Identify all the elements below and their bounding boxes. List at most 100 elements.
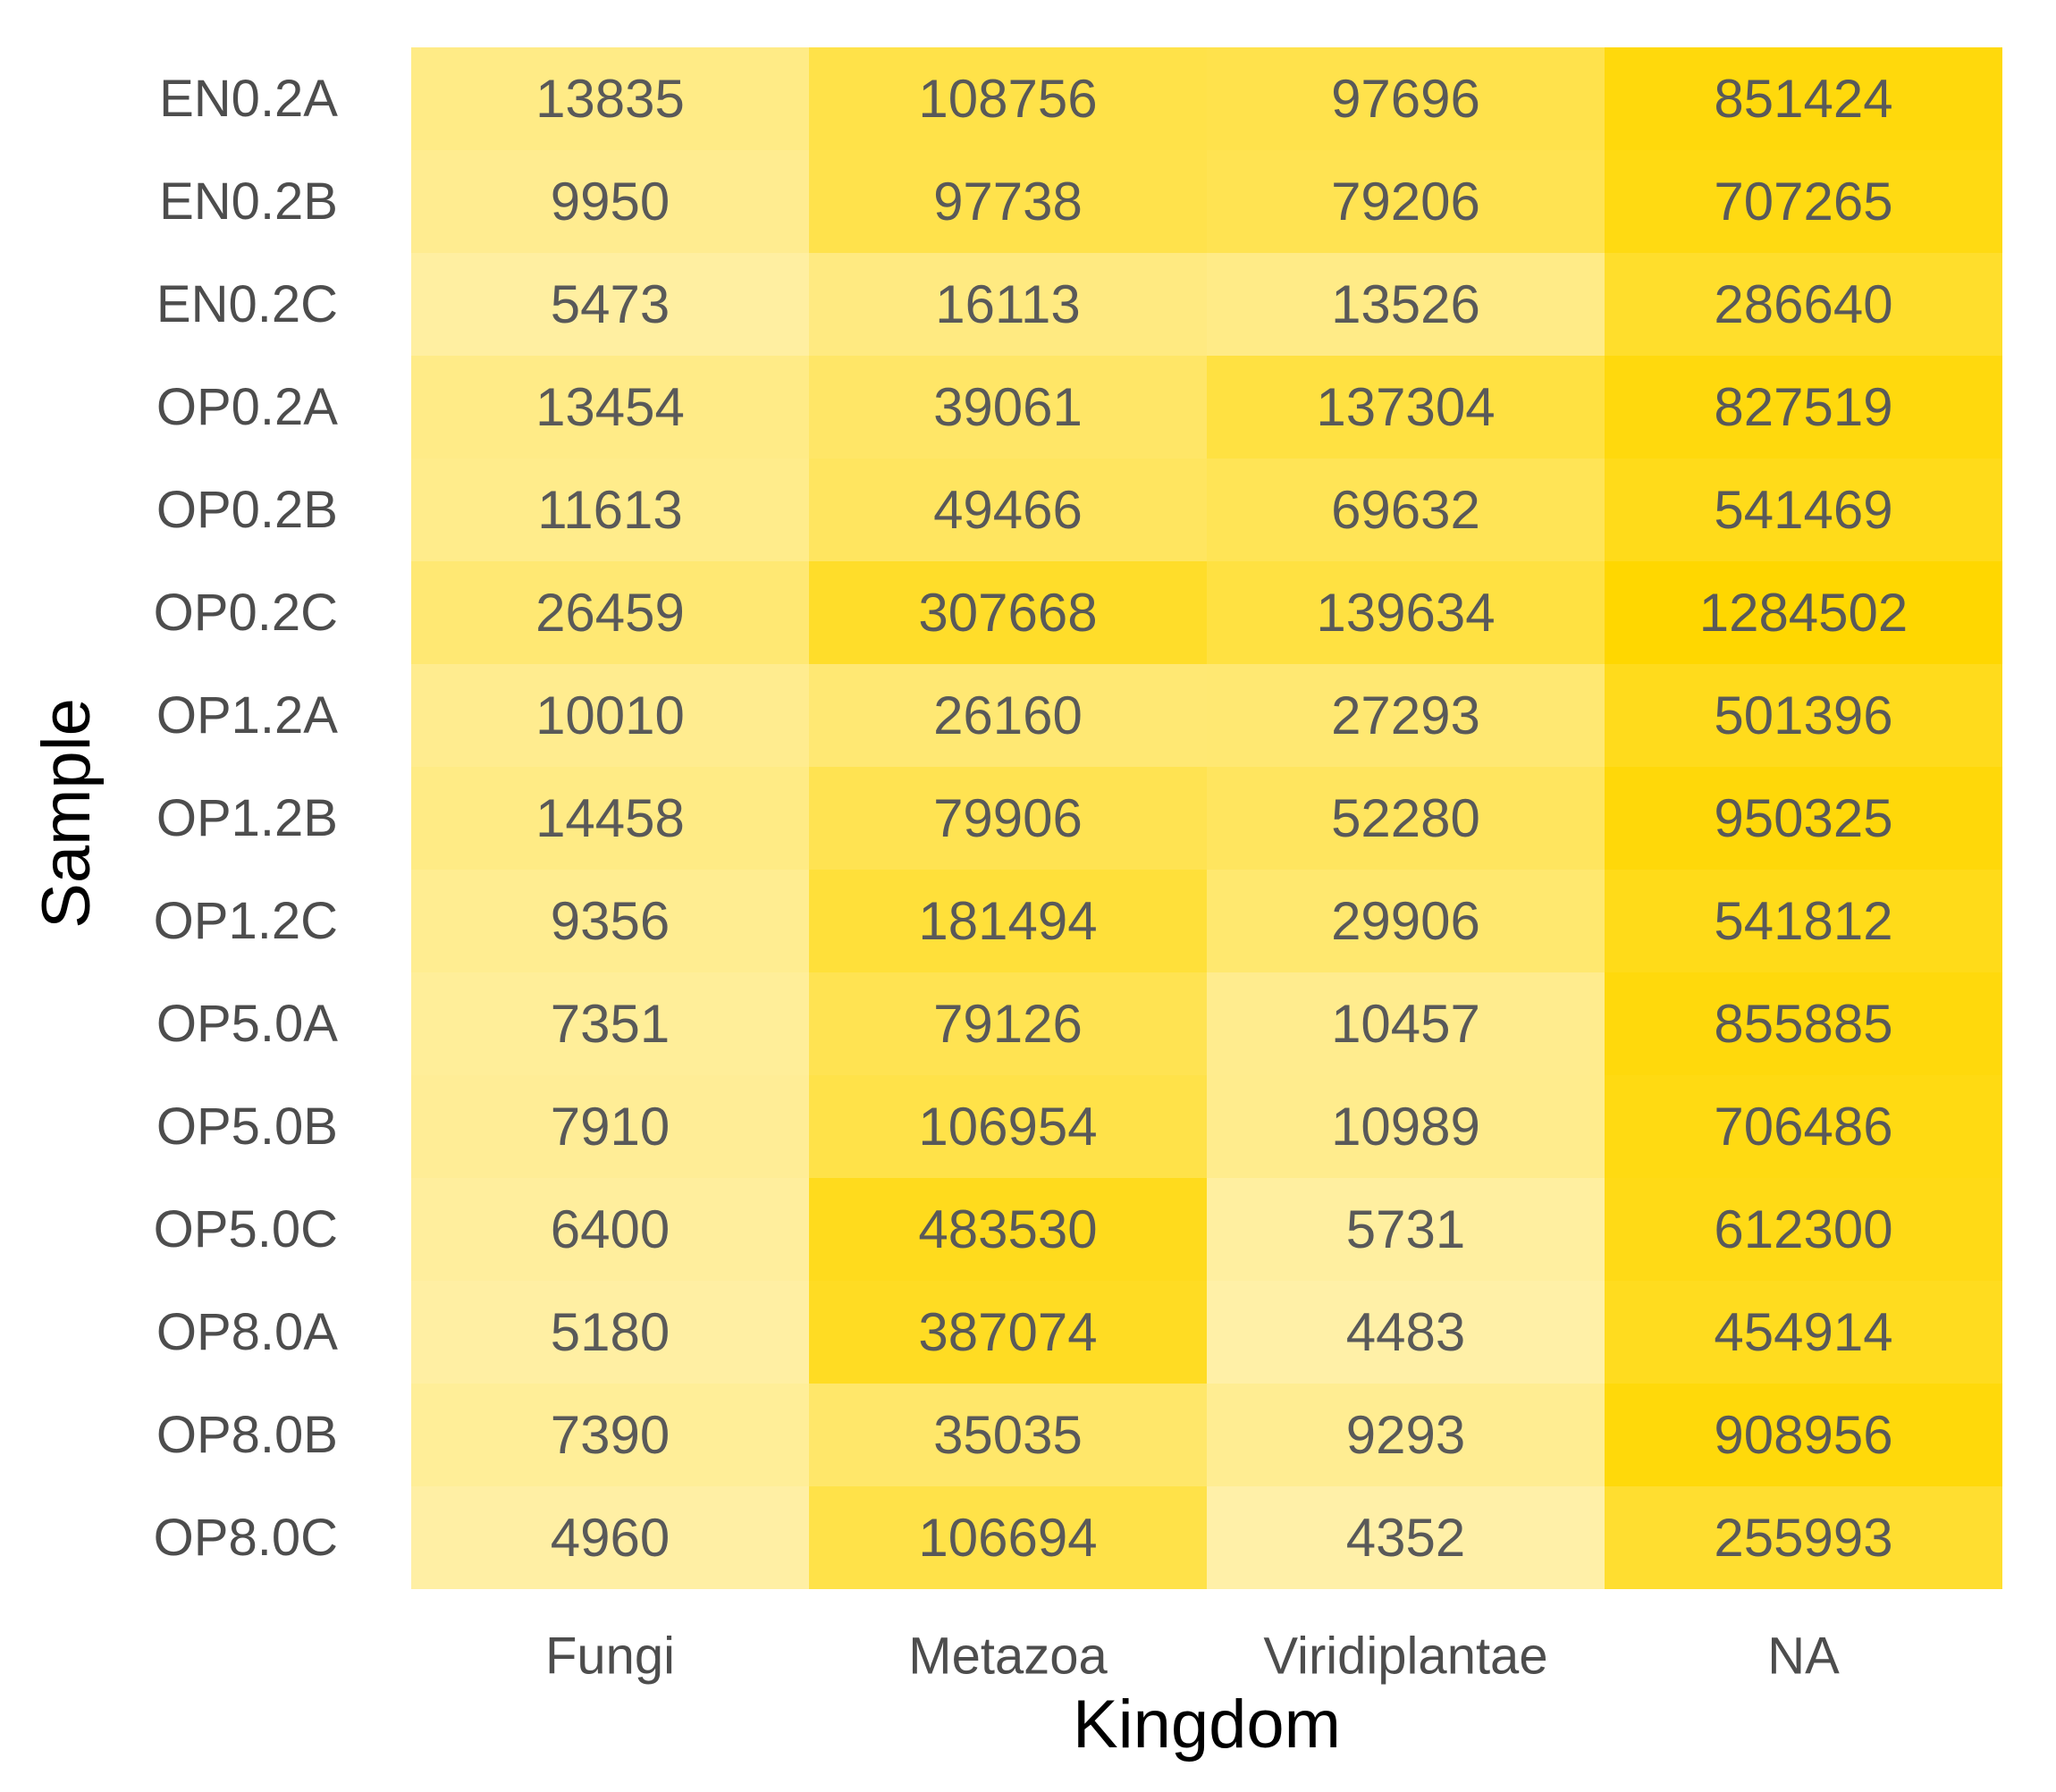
- heatmap-cell: [809, 1178, 1207, 1281]
- heatmap-cell-value: 855885: [1714, 994, 1892, 1054]
- heatmap-cell-value: 950325: [1714, 788, 1892, 848]
- y-tick-label: OP1.2C: [154, 892, 338, 950]
- heatmap-cell-value: 27293: [1331, 686, 1480, 745]
- heatmap-cell-value: 851424: [1714, 69, 1892, 129]
- heatmap-cell: [1605, 561, 2002, 664]
- heatmap-cell: [411, 1486, 809, 1589]
- heatmap-cell-value: 541812: [1714, 891, 1892, 951]
- y-tick-label: OP0.2C: [154, 584, 338, 642]
- heatmap-cell-value: 26160: [933, 686, 1083, 745]
- heatmap-cell-value: 137304: [1316, 377, 1495, 437]
- heatmap-cell: [1207, 1178, 1605, 1281]
- heatmap-cell: [809, 561, 1207, 664]
- heatmap-cell: [809, 870, 1207, 972]
- heatmap-cell: [809, 664, 1207, 767]
- heatmap-cell: [411, 150, 809, 253]
- heatmap-cell: [1207, 1486, 1605, 1589]
- heatmap-cell-value: 5180: [551, 1302, 670, 1362]
- heatmap-cell: [1207, 561, 1605, 664]
- heatmap-cell: [809, 972, 1207, 1075]
- y-tick-label: OP1.2B: [156, 789, 338, 847]
- heatmap-cell: [411, 561, 809, 664]
- heatmap-cell-value: 827519: [1714, 377, 1892, 437]
- heatmap-cell: [809, 1075, 1207, 1178]
- heatmap-cell: [411, 47, 809, 150]
- heatmap-cell-value: 79206: [1331, 172, 1480, 231]
- heatmap-cell-value: 26459: [535, 583, 685, 643]
- heatmap-cell-value: 5731: [1346, 1199, 1465, 1259]
- heatmap-cell: [411, 1384, 809, 1486]
- heatmap-cell: [1605, 664, 2002, 767]
- x-tick-label: Metazoa: [908, 1628, 1108, 1686]
- heatmap-cell: [411, 1281, 809, 1384]
- heatmap-cell: [809, 459, 1207, 561]
- heatmap-cell: [809, 767, 1207, 870]
- heatmap-cell: [1207, 870, 1605, 972]
- heatmap-cell-value: 1284502: [1699, 583, 1909, 643]
- heatmap-cell-value: 39061: [933, 377, 1083, 437]
- heatmap-cell: [1605, 253, 2002, 356]
- y-tick-label: OP5.0A: [156, 995, 338, 1053]
- heatmap-cell-value: 255993: [1714, 1508, 1892, 1568]
- heatmap-cell-value: 387074: [918, 1302, 1097, 1362]
- heatmap-cell-value: 706486: [1714, 1097, 1892, 1157]
- heatmap-cell-value: 9293: [1346, 1405, 1465, 1465]
- heatmap-cell-labels: 13835 108756 97696 851424 9950 97738 79206 7072…: [535, 69, 1908, 1568]
- heatmap-cell: [411, 253, 809, 356]
- heatmap-cell: [411, 1178, 809, 1281]
- heatmap-cell: [1605, 459, 2002, 561]
- heatmap-cell-value: 4960: [551, 1508, 670, 1568]
- heatmap-cell-value: 79906: [933, 788, 1083, 848]
- heatmap-cell-value: 6400: [551, 1199, 670, 1259]
- y-tick-label: OP5.0C: [154, 1200, 338, 1258]
- heatmap-cell-value: 49466: [933, 480, 1083, 540]
- heatmap-cell: [411, 356, 809, 459]
- heatmap-cell: [809, 47, 1207, 150]
- heatmap-cell-value: 13454: [535, 377, 685, 437]
- x-tick-label: Viridiplantae: [1263, 1628, 1547, 1686]
- heatmap-cell: [809, 150, 1207, 253]
- heatmap-cell-value: 4352: [1346, 1508, 1465, 1568]
- heatmap-cell: [1605, 767, 2002, 870]
- x-axis-tick-labels: Fungi Metazoa Viridiplantae NA: [545, 1628, 1840, 1686]
- heatmap-cell-value: 4483: [1346, 1302, 1465, 1362]
- heatmap-cell: [1207, 47, 1605, 150]
- heatmap-cell: [411, 767, 809, 870]
- heatmap-cell-value: 9950: [551, 172, 670, 231]
- heatmap-cell-value: 16113: [935, 274, 1080, 334]
- heatmap-cell: [809, 253, 1207, 356]
- heatmap-cell: [1605, 150, 2002, 253]
- heatmap-cell: [809, 1384, 1207, 1486]
- heatmap-cell: [411, 972, 809, 1075]
- heatmap-cell: [1605, 47, 2002, 150]
- y-tick-label: OP8.0B: [156, 1406, 338, 1464]
- heatmap-cell-value: 7351: [551, 994, 670, 1054]
- heatmap-cell: [1207, 1075, 1605, 1178]
- heatmap-cell-value: 97696: [1331, 69, 1480, 129]
- heatmap-cell: [1207, 664, 1605, 767]
- heatmap-cell-value: 139634: [1316, 583, 1495, 643]
- y-tick-label: EN0.2B: [159, 172, 338, 231]
- y-axis-tick-labels: EN0.2A EN0.2B EN0.2C OP0.2A OP0.2B OP0.2C OP1.…: [154, 70, 339, 1567]
- heatmap-cell: [411, 459, 809, 561]
- heatmap-cell-value: 286640: [1714, 274, 1892, 334]
- heatmap-cell-value: 307668: [918, 583, 1097, 643]
- y-tick-label: EN0.2C: [156, 275, 338, 333]
- y-axis-title: Sample: [29, 698, 105, 929]
- heatmap-cell-value: 52280: [1331, 788, 1480, 848]
- heatmap-cell: [809, 1281, 1207, 1384]
- heatmap-cell: [411, 664, 809, 767]
- heatmap-cell-value: 9356: [551, 891, 670, 951]
- heatmap-cell-value: 483530: [918, 1199, 1097, 1259]
- heatmap-cell: [1207, 459, 1605, 561]
- heatmap-cell-value: 541469: [1714, 480, 1892, 540]
- heatmap-cell-value: 106954: [918, 1097, 1097, 1157]
- heatmap-cell: [1605, 1178, 2002, 1281]
- heatmap-cell-value: 79126: [933, 994, 1083, 1054]
- heatmap-cell-value: 10989: [1331, 1097, 1480, 1157]
- heatmap-cell-value: 14458: [535, 788, 685, 848]
- heatmap-cell-value: 7910: [551, 1097, 670, 1157]
- heatmap-cell-value: 69632: [1331, 480, 1480, 540]
- heatmap-cell-value: 11613: [537, 480, 682, 540]
